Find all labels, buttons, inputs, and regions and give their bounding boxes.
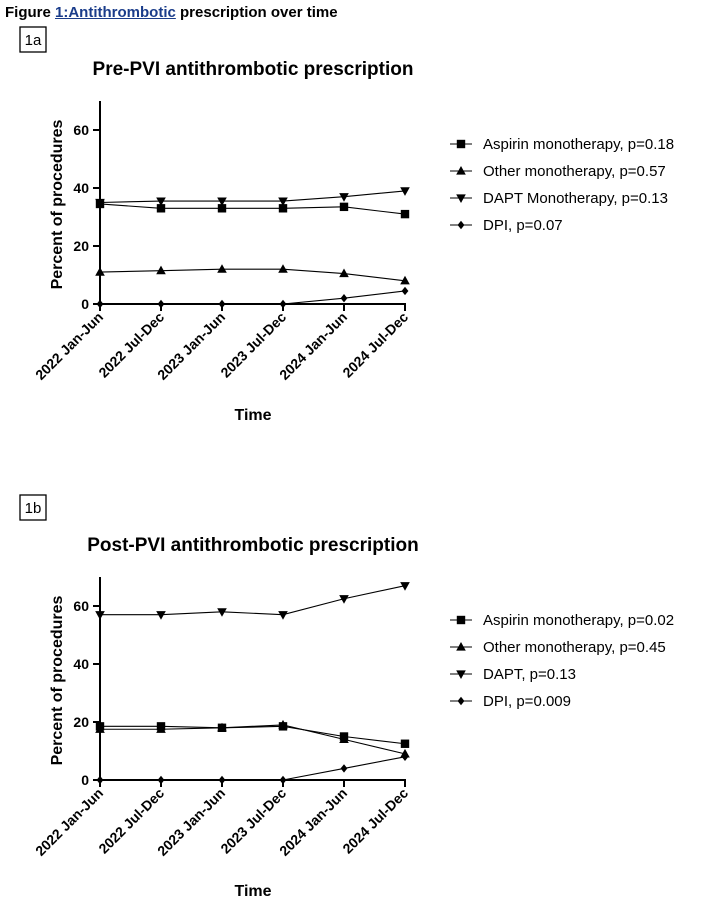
panel-1a-legend-2-marker bbox=[456, 194, 466, 203]
panel-1a-series-3-point bbox=[279, 299, 287, 309]
panel-1a-legend-3-label: DPI, p=0.07 bbox=[483, 217, 563, 234]
figure-caption: Figure 1:Antithrombotic prescription ove… bbox=[5, 4, 338, 21]
panel-1b-y-tick-label: 0 bbox=[81, 772, 89, 788]
panel-1a-series-3-point bbox=[218, 299, 226, 309]
panel-1a-series-2-point bbox=[217, 197, 227, 207]
panel-1b-series-0-point bbox=[400, 739, 410, 748]
panel-1b-legend-2-marker bbox=[456, 670, 466, 679]
panel-1b-series-3-point bbox=[279, 775, 287, 785]
panel-1a-legend-0-label: Aspirin monotherapy, p=0.18 bbox=[483, 136, 674, 153]
panel-1b-legend-0-label: Aspirin monotherapy, p=0.02 bbox=[483, 612, 674, 629]
panel-1b-x-tick-label: 2022 Jan-Jun bbox=[32, 785, 106, 859]
figure-caption-link[interactable]: 1:Antithrombotic bbox=[55, 4, 176, 21]
panel-1a-series-0-point bbox=[339, 202, 349, 212]
panel-1b-series-1-point bbox=[217, 722, 227, 732]
panel-1b-series-1-point bbox=[278, 719, 288, 729]
panel-1a-series-0-point bbox=[278, 204, 288, 213]
panel-1a-series-0-line bbox=[99, 203, 406, 215]
panel-1a-series-2-point bbox=[278, 197, 288, 207]
panel-1b-legend-1-marker bbox=[456, 642, 466, 651]
panel-1b-y-tick-label: 40 bbox=[73, 656, 89, 672]
panel-1a-x-tick-label: 2022 Jan-Jun bbox=[32, 309, 106, 383]
panel-1b-y-tick-label: 60 bbox=[73, 598, 89, 614]
panel-1a-series-3-point bbox=[340, 294, 348, 303]
panel-1a-series-3-line bbox=[100, 290, 406, 305]
panel-1a-series-0-point bbox=[156, 204, 166, 213]
panel-1a-y-tick-label: 40 bbox=[73, 180, 89, 196]
panel-1b-series-3-point bbox=[218, 775, 226, 785]
panel-1a-legend-1-label: Other monotherapy, p=0.57 bbox=[483, 163, 666, 180]
figure-caption-prefix: Figure bbox=[5, 4, 56, 21]
panel-1a-y-tick-label: 60 bbox=[73, 122, 89, 138]
panel-1a-series-0-point bbox=[217, 204, 227, 213]
panel-1b-y-axis-title: Percent of procedures bbox=[49, 595, 66, 765]
panel-1a-series-0-point bbox=[400, 209, 410, 219]
panel-1b-series-1-point bbox=[156, 724, 166, 733]
panel-1b-x-axis-title: Time bbox=[234, 883, 271, 900]
panel-1b-series-3-point bbox=[157, 775, 165, 785]
panel-1b-series-3-point bbox=[340, 764, 348, 773]
panel-1a-legend-2-label: DAPT Monotherapy, p=0.13 bbox=[483, 190, 668, 207]
panel-1b-label: 1b bbox=[25, 500, 42, 517]
panel-1a-series-1-point bbox=[217, 264, 227, 273]
panel-1a-y-tick-label: 0 bbox=[81, 296, 89, 312]
panel-1a-y-axis-title: Percent of procedures bbox=[49, 119, 66, 289]
panel-1b-legend-2-label: DAPT, p=0.13 bbox=[483, 666, 576, 683]
panel-1b-chart-title: Post-PVI antithrombotic prescription bbox=[87, 535, 418, 556]
panel-1b-series-3-point bbox=[96, 775, 104, 785]
panel-1b-series-2-point bbox=[400, 582, 410, 591]
panel-1a-legend-3-marker bbox=[457, 220, 465, 230]
panel-1a-series-1-point bbox=[156, 265, 166, 275]
panel-1a-y-tick-label: 20 bbox=[73, 238, 89, 254]
panel-1b-legend-1-label: Other monotherapy, p=0.45 bbox=[483, 639, 666, 656]
panel-1a-series-1-point bbox=[278, 264, 288, 273]
panel-1b-series-1-point bbox=[95, 724, 105, 733]
panel-1b-series-2-point bbox=[217, 608, 227, 617]
panel-1b-series-3-point bbox=[401, 752, 409, 761]
panel-1b-series-1-line bbox=[100, 724, 406, 755]
panel-1a-series-1-point bbox=[339, 268, 349, 278]
figure-caption-suffix: prescription over time bbox=[175, 4, 338, 21]
panel-1b-x-tick-label: 2024 Jul-Dec bbox=[339, 785, 411, 857]
panel-1a-series-1-point bbox=[95, 267, 105, 276]
panel-1b-legend-3-label: DPI, p=0.009 bbox=[483, 693, 571, 710]
panel-1b-y-tick-label: 20 bbox=[73, 714, 89, 730]
panel-1b-series-2-line bbox=[100, 585, 406, 616]
panel-1b-series-0-line bbox=[100, 725, 406, 745]
panel-1b-legend-3-marker bbox=[457, 696, 465, 706]
panel-1a-series-2-point bbox=[339, 193, 349, 202]
panel-1a-series-3-point bbox=[401, 286, 409, 296]
panel-1a-series-2-point bbox=[400, 187, 410, 196]
panel-1a-label: 1a bbox=[25, 32, 42, 49]
panel-1a-legend-0-marker bbox=[456, 139, 466, 149]
panel-1b-label-box bbox=[19, 494, 47, 521]
panel-1a-chart-title: Pre-PVI antithrombotic prescription bbox=[93, 59, 414, 80]
panel-1b-series-1-point bbox=[339, 734, 349, 743]
panel-1a-label-box bbox=[19, 26, 47, 53]
panel-1b-series-2-point bbox=[95, 611, 105, 620]
panel-1a-series-1-line bbox=[99, 268, 406, 282]
panel-1a-series-1-point bbox=[400, 275, 410, 285]
panel-1b-series-2-point bbox=[156, 611, 166, 620]
panel-1a-series-2-point bbox=[95, 198, 105, 208]
panel-1a-series-3-point bbox=[96, 299, 104, 309]
panel-1b-series-2-point bbox=[339, 595, 349, 604]
panel-1a-x-axis-title: Time bbox=[234, 407, 271, 424]
panel-1a-series-2-point bbox=[156, 197, 166, 207]
panel-1b-legend-0-marker bbox=[456, 615, 466, 625]
panel-1b-series-2-point bbox=[278, 611, 288, 620]
panel-1a-series-3-point bbox=[157, 299, 165, 309]
panel-1b-series-3-line bbox=[100, 756, 406, 781]
panel-1a-legend-1-marker bbox=[456, 166, 466, 175]
panel-1a-x-tick-label: 2024 Jul-Dec bbox=[339, 309, 411, 381]
panel-1a-series-2-line bbox=[99, 190, 406, 204]
